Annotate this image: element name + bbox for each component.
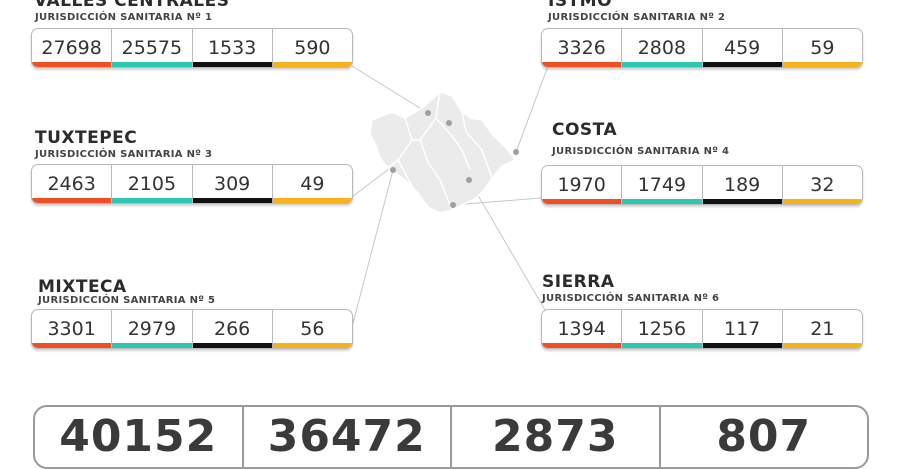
stat-value: 3301 <box>32 310 113 348</box>
total-value: 807 <box>716 411 812 462</box>
stat-value: 56 <box>272 310 352 348</box>
region-name: ISTMO <box>548 0 613 11</box>
stat-value: 1749 <box>622 166 703 204</box>
region-name: VALLES CENTRALES <box>34 0 230 11</box>
stat-value: 2808 <box>622 29 703 67</box>
stat-value: 32 <box>782 166 862 204</box>
stat-value: 25575 <box>112 29 193 67</box>
region-subtitle: JURISDICCIÓN SANITARIA Nº 4 <box>552 146 730 157</box>
region-stats-card: 3326 2808 459 59 <box>541 28 863 68</box>
stat-value: 309 <box>192 165 273 203</box>
totals-card: 40152 36472 2873 807 <box>33 405 869 469</box>
stat-value: 459 <box>702 29 783 67</box>
region-stats-card: 3301 2979 266 56 <box>31 309 353 349</box>
region-stats-card: 27698 25575 1533 590 <box>31 28 353 68</box>
oaxaca-map <box>351 65 549 328</box>
stat-value: 27698 <box>32 29 113 67</box>
stat-value: 266 <box>192 310 273 348</box>
stat-value: 590 <box>272 29 352 67</box>
total-value: 2873 <box>452 407 661 467</box>
region-subtitle: JURISDICCIÓN SANITARIA Nº 6 <box>542 293 720 304</box>
stat-value: 189 <box>702 166 783 204</box>
stat-value: 2979 <box>112 310 193 348</box>
region-subtitle: JURISDICCIÓN SANITARIA Nº 5 <box>38 295 216 306</box>
region-stats-card: 2463 2105 309 49 <box>31 164 353 204</box>
region-name: COSTA <box>552 120 618 140</box>
total-value: 40152 <box>35 407 244 467</box>
total-value: 36472 <box>244 407 452 467</box>
region-name: MIXTECA <box>38 277 127 297</box>
region-subtitle: JURISDICCIÓN SANITARIA Nº 3 <box>35 149 213 160</box>
stat-value: 1256 <box>622 310 703 348</box>
stat-value: 1970 <box>542 166 623 204</box>
stat-value: 2463 <box>32 165 113 203</box>
region-subtitle: JURISDICCIÓN SANITARIA Nº 1 <box>35 12 213 23</box>
stat-value: 1394 <box>542 310 623 348</box>
stat-value: 117 <box>702 310 783 348</box>
stat-value: 21 <box>782 310 862 348</box>
region-subtitle: JURISDICCIÓN SANITARIA Nº 2 <box>548 12 726 23</box>
region-stats-card: 1394 1256 117 21 <box>541 309 863 349</box>
stat-value: 59 <box>782 29 862 67</box>
stat-value: 49 <box>272 165 352 203</box>
region-name: TUXTEPEC <box>35 128 138 148</box>
stat-value: 1533 <box>192 29 273 67</box>
region-stats-card: 1970 1749 189 32 <box>541 165 863 205</box>
stat-value: 3326 <box>542 29 623 67</box>
stat-value: 2105 <box>112 165 193 203</box>
region-name: SIERRA <box>542 272 615 292</box>
